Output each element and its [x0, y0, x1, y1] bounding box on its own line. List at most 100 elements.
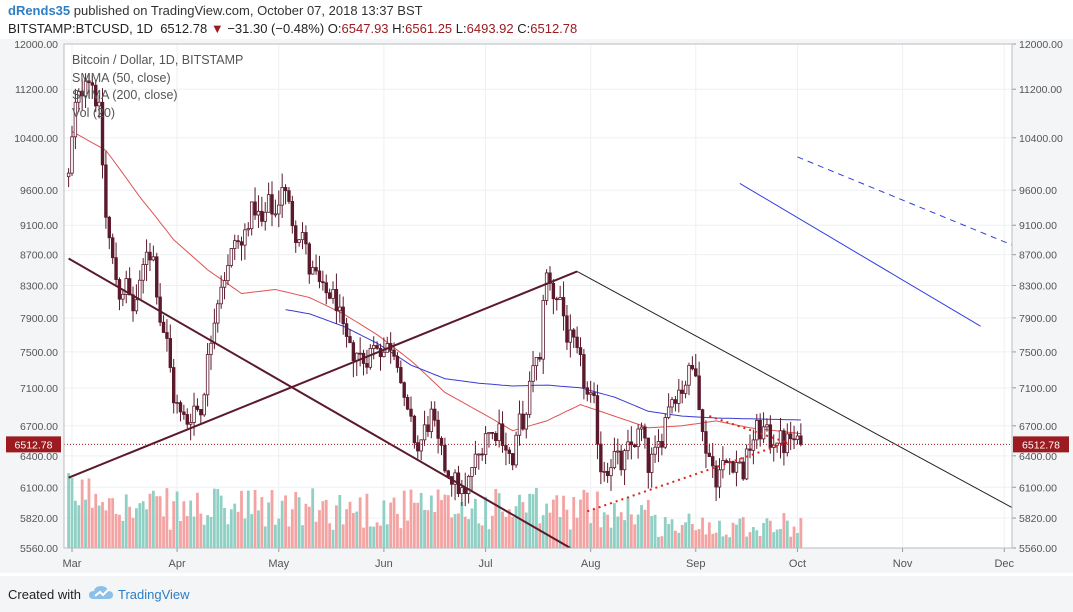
candle-body [365, 363, 369, 368]
candle-body [666, 406, 671, 418]
volume-bar [335, 505, 338, 548]
x-tick-label: Oct [789, 558, 806, 570]
volume-bar [551, 499, 555, 548]
volume-bar [168, 529, 172, 548]
candle-body [758, 420, 762, 440]
candle-body [795, 435, 800, 440]
candle-body [100, 101, 105, 166]
descending-trendline[interactable] [576, 271, 1073, 545]
price-change: −31.30 (−0.48%) [227, 21, 325, 36]
candle-body [324, 282, 328, 294]
volume-bar [148, 493, 152, 548]
candle-body [609, 467, 613, 477]
candle-body [182, 411, 186, 415]
candle-body [148, 251, 152, 261]
candle-body [134, 299, 139, 312]
down-arrow-icon: ▼ [210, 21, 224, 36]
volume-bar [321, 501, 325, 548]
y-tick-label-left: 8300.00 [20, 281, 58, 293]
candle-body [368, 348, 373, 368]
y-tick-label-right: 6400.00 [1019, 451, 1057, 463]
candle-body [249, 201, 254, 230]
volume-bar [606, 514, 610, 548]
volume-bar [440, 500, 443, 548]
volume-bar [531, 494, 535, 548]
tradingview-link[interactable]: TradingView [118, 587, 190, 602]
candle-body [510, 453, 515, 466]
volume-bar [768, 520, 772, 548]
support-trendline[interactable] [68, 270, 578, 479]
x-tick-label: Nov [893, 558, 913, 570]
volume-bar [775, 529, 779, 548]
legend-volume[interactable]: Vol (20) [72, 105, 116, 120]
volume-bar [677, 532, 681, 548]
y-tick-label-left: 6100.00 [20, 482, 58, 494]
volume-bar [779, 528, 782, 548]
candle-body [741, 461, 745, 480]
resistance-trendline[interactable] [68, 257, 571, 548]
volume-bar [789, 536, 793, 548]
legend-smma50[interactable]: SMMA (50, close) [72, 70, 171, 85]
blue-line-solid[interactable] [739, 182, 981, 327]
candle-body [409, 408, 413, 417]
candle-body [256, 210, 261, 216]
volume-bar [311, 488, 315, 548]
volume-bar [436, 489, 440, 548]
y-tick-label-right: 7500.00 [1019, 347, 1057, 359]
volume-bar [484, 496, 487, 548]
candle-body [70, 136, 74, 174]
volume-bar [687, 513, 691, 548]
candle-body [453, 472, 457, 485]
candle-body [602, 470, 606, 473]
volume-bar [504, 516, 508, 548]
candle-body [331, 289, 335, 299]
volume-bar [602, 512, 606, 548]
candle-body [446, 470, 450, 477]
volume-bar [365, 493, 369, 548]
candle-body [192, 405, 196, 423]
volume-bar [94, 493, 98, 548]
blue-line-dashed[interactable] [797, 156, 1044, 259]
legend-smma200[interactable]: SMMA (200, close) [72, 88, 178, 102]
author-link[interactable]: dRends35 [8, 3, 71, 18]
volume-bar [585, 492, 589, 548]
volume-bar [297, 497, 301, 548]
volume-bar [545, 503, 548, 548]
candle-body [514, 434, 518, 466]
symbol-name: BITSTAMP:BTCUSD, 1D [8, 21, 153, 36]
smma200-line[interactable] [285, 309, 801, 421]
candle-body [521, 413, 525, 430]
candle-body [124, 278, 128, 295]
volume-bar [270, 490, 274, 548]
candle-body [202, 394, 206, 416]
candle-body [246, 228, 250, 231]
pattern-upper-dotted[interactable] [708, 415, 788, 444]
volume-bar [328, 523, 332, 548]
volume-bar [582, 489, 586, 548]
candle-body [229, 248, 234, 266]
candle-body [711, 456, 715, 467]
candle-body [280, 187, 284, 206]
y-tick-label-left: 6400.00 [20, 451, 58, 463]
candle-body [273, 213, 278, 216]
volume-bar [663, 517, 667, 548]
volume-bar [121, 520, 125, 548]
candle-body [97, 101, 101, 107]
candle-body [300, 232, 305, 241]
volume-bar [101, 502, 104, 548]
candle-body [734, 462, 739, 473]
candle-body [185, 414, 189, 425]
candle-body [653, 446, 657, 455]
volume-bar [219, 495, 223, 548]
smma50-line[interactable] [71, 131, 801, 435]
volume-bar [423, 509, 426, 548]
volume-bar [172, 501, 176, 548]
volume-bar [568, 529, 572, 548]
volume-bar [446, 495, 450, 548]
volume-bar [596, 491, 599, 548]
volume-bar [616, 516, 620, 548]
open-value: 6547.93 [341, 21, 389, 36]
volume-bar [579, 499, 582, 548]
volume-bar [202, 524, 206, 548]
